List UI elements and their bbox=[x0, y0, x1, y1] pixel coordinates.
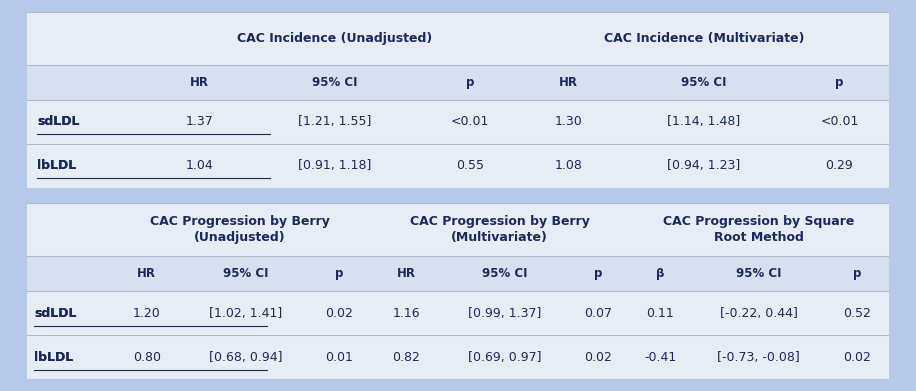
Text: 1.04: 1.04 bbox=[186, 159, 213, 172]
Text: 0.02: 0.02 bbox=[844, 351, 871, 364]
Text: HR: HR bbox=[559, 75, 578, 89]
Text: p: p bbox=[334, 267, 343, 280]
Text: p: p bbox=[853, 267, 862, 280]
Text: [0.68, 0.94]: [0.68, 0.94] bbox=[209, 351, 282, 364]
Text: [0.91, 1.18]: [0.91, 1.18] bbox=[299, 159, 372, 172]
Text: 0.01: 0.01 bbox=[325, 351, 353, 364]
Text: [1.14, 1.48]: [1.14, 1.48] bbox=[668, 115, 741, 128]
Text: p: p bbox=[466, 75, 474, 89]
Text: [-0.22, 0.44]: [-0.22, 0.44] bbox=[720, 307, 798, 320]
Text: 0.82: 0.82 bbox=[392, 351, 420, 364]
Text: β: β bbox=[656, 267, 664, 280]
Text: CAC Progression by Berry
(Multivariate): CAC Progression by Berry (Multivariate) bbox=[409, 215, 589, 244]
Text: 95% CI: 95% CI bbox=[482, 267, 528, 280]
Text: 0.02: 0.02 bbox=[584, 351, 612, 364]
Text: [0.99, 1.37]: [0.99, 1.37] bbox=[468, 307, 541, 320]
Text: HR: HR bbox=[191, 75, 209, 89]
Text: lbLDL: lbLDL bbox=[38, 159, 77, 172]
Text: [1.02, 1.41]: [1.02, 1.41] bbox=[209, 307, 282, 320]
Text: lbLDL: lbLDL bbox=[34, 351, 73, 364]
Bar bbox=[27, 256, 889, 291]
Text: 0.52: 0.52 bbox=[844, 307, 871, 320]
Text: 1.08: 1.08 bbox=[555, 159, 583, 172]
Text: lbLDL: lbLDL bbox=[38, 159, 77, 172]
Text: 1.37: 1.37 bbox=[186, 115, 213, 128]
Text: CAC Incidence (Multivariate): CAC Incidence (Multivariate) bbox=[604, 32, 804, 45]
Text: 0.02: 0.02 bbox=[325, 307, 353, 320]
Text: HR: HR bbox=[137, 267, 157, 280]
Text: 95% CI: 95% CI bbox=[736, 267, 781, 280]
Text: 0.80: 0.80 bbox=[133, 351, 161, 364]
Text: -0.41: -0.41 bbox=[644, 351, 676, 364]
Bar bbox=[27, 65, 889, 100]
Text: p: p bbox=[594, 267, 602, 280]
Text: 95% CI: 95% CI bbox=[223, 267, 268, 280]
Text: 1.30: 1.30 bbox=[555, 115, 583, 128]
Text: <0.01: <0.01 bbox=[820, 115, 858, 128]
Text: p: p bbox=[835, 75, 844, 89]
Text: [0.94, 1.23]: [0.94, 1.23] bbox=[668, 159, 741, 172]
Text: 1.16: 1.16 bbox=[392, 307, 420, 320]
Text: sdLDL: sdLDL bbox=[38, 115, 80, 128]
Text: lbLDL: lbLDL bbox=[34, 351, 73, 364]
Text: 0.29: 0.29 bbox=[825, 159, 853, 172]
Text: 95% CI: 95% CI bbox=[682, 75, 726, 89]
Text: [0.69, 0.97]: [0.69, 0.97] bbox=[468, 351, 541, 364]
Text: sdLDL: sdLDL bbox=[38, 115, 80, 128]
Text: CAC Progression by Berry
(Unadjusted): CAC Progression by Berry (Unadjusted) bbox=[150, 215, 330, 244]
Text: [1.21, 1.55]: [1.21, 1.55] bbox=[299, 115, 372, 128]
Text: [-0.73, -0.08]: [-0.73, -0.08] bbox=[717, 351, 801, 364]
Text: 0.11: 0.11 bbox=[647, 307, 674, 320]
Text: HR: HR bbox=[397, 267, 416, 280]
Text: 95% CI: 95% CI bbox=[312, 75, 358, 89]
Text: CAC Incidence (Unadjusted): CAC Incidence (Unadjusted) bbox=[237, 32, 432, 45]
Text: sdLDL: sdLDL bbox=[34, 307, 77, 320]
Text: 0.07: 0.07 bbox=[584, 307, 612, 320]
Text: CAC Progression by Square
Root Method: CAC Progression by Square Root Method bbox=[663, 215, 855, 244]
Text: 0.55: 0.55 bbox=[456, 159, 485, 172]
Text: sdLDL: sdLDL bbox=[34, 307, 77, 320]
Text: <0.01: <0.01 bbox=[451, 115, 489, 128]
Text: 1.20: 1.20 bbox=[133, 307, 160, 320]
